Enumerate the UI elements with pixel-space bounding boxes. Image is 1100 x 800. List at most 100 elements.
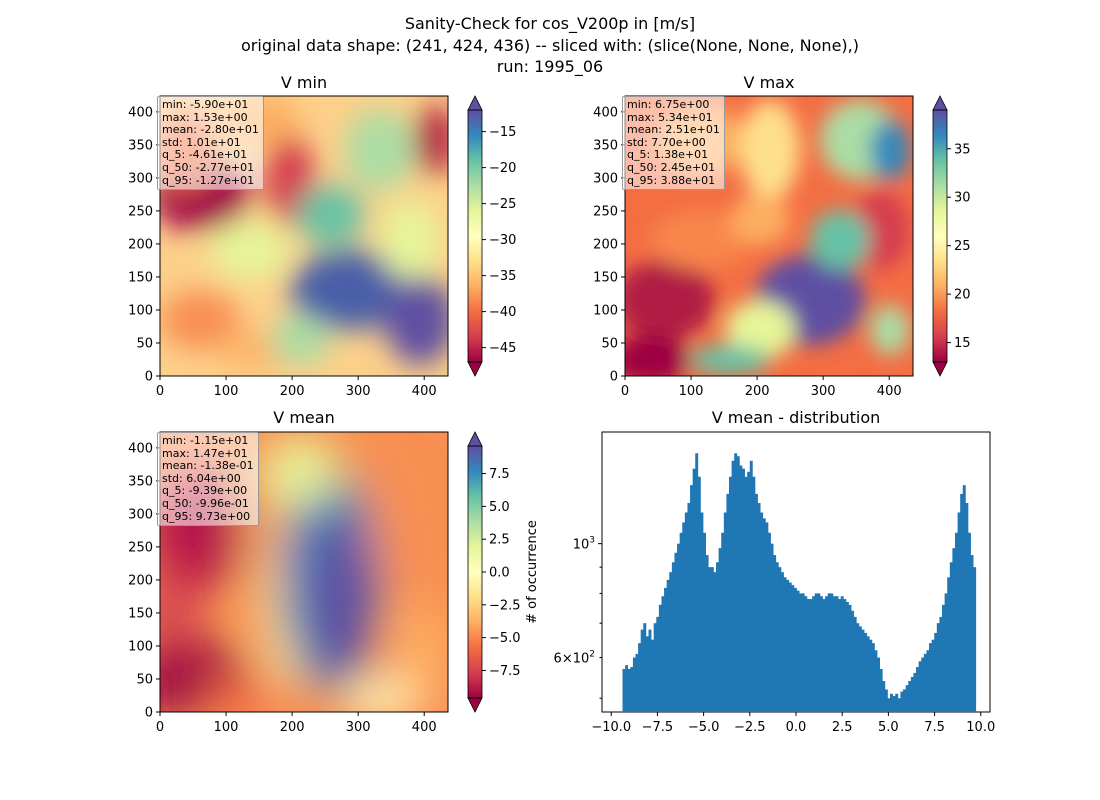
vmax-ytick-label: 50 — [601, 336, 618, 351]
histogram-bar — [713, 572, 717, 712]
histogram-bar — [661, 596, 665, 712]
histogram-bar — [770, 543, 774, 712]
histogram-bar — [884, 689, 888, 712]
histogram-bar — [666, 579, 670, 712]
histogram-bar — [700, 512, 704, 712]
vmax-xtick-label: 100 — [679, 384, 704, 399]
distribution-xtick-label: 0.0 — [786, 720, 807, 735]
vmean-stat-max: max: 1.47e+01 — [162, 446, 248, 460]
vmax-stat-max: max: 5.34e+01 — [627, 110, 713, 124]
vmax-stat-q50: q_50: 2.45e+01 — [627, 160, 716, 174]
histogram-bar — [830, 593, 834, 712]
vmax-axes-frame — [624, 95, 914, 377]
vmin-title: V min — [280, 73, 328, 92]
histogram-bar — [664, 587, 668, 712]
histogram-bar — [622, 668, 626, 712]
vmean-colorbar-tick-label: −7.5 — [489, 664, 521, 679]
vmean-ytick-label: 350 — [128, 474, 153, 489]
distribution-xtick-label: −7.5 — [642, 720, 674, 735]
vmax-xtick-label: 0 — [621, 384, 629, 399]
histogram-bar — [923, 653, 927, 712]
histogram-bar — [929, 643, 932, 712]
histogram-bar — [669, 572, 673, 712]
histogram-bar — [744, 476, 748, 712]
vmean-ytick-label: 250 — [128, 540, 153, 555]
vmean-title: V mean — [273, 408, 335, 427]
vmean-stat-q95: q_95: 9.73e+00 — [162, 509, 251, 523]
vmax-colorbar-tick-label: 30 — [954, 191, 971, 206]
vmin-colorbar-tick-label: −40 — [489, 305, 516, 320]
vmax-ytick-label: 0 — [610, 370, 618, 385]
histogram-bar — [783, 577, 787, 712]
vmax-colorbar — [932, 95, 948, 377]
histogram-bar — [877, 657, 881, 712]
histogram-bar — [931, 639, 935, 712]
histogram-bar — [645, 636, 649, 712]
vmean-ytick-label: 50 — [136, 672, 153, 687]
vmin-colorbar-tick-label: −45 — [489, 341, 516, 356]
histogram-bar — [687, 503, 691, 712]
histogram-bar — [804, 596, 808, 712]
histogram-bar — [793, 587, 797, 712]
vmin-colorbar-tick-label: −25 — [489, 197, 516, 212]
histogram-bar — [967, 532, 971, 712]
vmin-ytick-label: 100 — [128, 303, 153, 318]
histogram-bar — [853, 616, 857, 712]
histogram-bar — [705, 555, 709, 712]
histogram-bar — [731, 460, 735, 712]
vmean-colorbar-tick-label: −5.0 — [489, 631, 521, 646]
histogram-bar — [741, 468, 745, 712]
histogram-bar — [926, 650, 930, 712]
histogram-bar — [892, 695, 896, 712]
histogram-bar — [973, 567, 977, 712]
vmin-colorbar-tick-label: −15 — [489, 125, 516, 140]
histogram-bar — [939, 616, 943, 712]
vmean-stats-box: min: -1.15e+01 max: 1.47e+01 mean: -1.38… — [157, 432, 259, 527]
vmean-stat-mean: mean: -1.38e-01 — [162, 459, 254, 473]
histogram-bar — [861, 629, 865, 712]
distribution-xtick-label: 2.5 — [832, 720, 853, 735]
histogram-bar — [908, 681, 912, 712]
histogram-bar — [786, 579, 790, 712]
histogram-bar — [736, 456, 740, 712]
vmin-ytick-label: 0 — [145, 370, 153, 385]
vmin-ytick-label: 250 — [128, 204, 153, 219]
histogram-bar — [638, 643, 642, 712]
suptitle-line-2: original data shape: (241, 424, 436) -- … — [241, 36, 859, 55]
histogram-bar — [819, 596, 823, 712]
histogram-bar — [840, 596, 844, 712]
vmean-ytick-label: 200 — [128, 573, 153, 588]
histogram-bar — [635, 653, 639, 712]
histogram-bar — [879, 668, 883, 712]
histogram-bar — [814, 593, 818, 712]
histogram-bar — [788, 582, 792, 712]
vmax-ytick-label: 400 — [593, 105, 618, 120]
histogram-bar — [817, 593, 821, 712]
histogram-bar — [895, 693, 899, 712]
histogram-bar — [734, 453, 738, 712]
histogram-bar — [887, 698, 891, 712]
histogram-bar — [684, 512, 688, 712]
vmax-xtick-label: 200 — [745, 384, 770, 399]
histogram-bar — [827, 593, 831, 712]
histogram-bar — [765, 522, 769, 712]
histogram-bar — [954, 532, 958, 712]
vmin-ytick-label: 150 — [128, 270, 153, 285]
vmax-ytick-label: 300 — [593, 171, 618, 186]
histogram-bar — [952, 548, 956, 712]
histogram-bar — [900, 691, 904, 712]
histogram-bar — [752, 476, 756, 712]
vmin-stat-max: max: 1.53e+00 — [162, 110, 248, 124]
vmax-ytick-label: 250 — [593, 204, 618, 219]
histogram-bar — [716, 562, 719, 712]
vmin-ytick-label: 350 — [128, 138, 153, 153]
histogram-bar — [806, 599, 810, 712]
vmax-stats-box: min: 6.75e+00 max: 5.34e+01 mean: 2.51e+… — [622, 96, 725, 191]
vmax-colorbar-tick-label: 15 — [954, 336, 971, 351]
histogram-bar — [801, 593, 805, 712]
vmean-colorbar-tick-label: −2.5 — [489, 598, 521, 613]
vmin-xtick-label: 300 — [346, 384, 371, 399]
vmin-colorbar-tick-label: −30 — [489, 233, 516, 248]
vmax-colorbar-tick-label: 35 — [954, 142, 971, 157]
vmean-stat-q5: q_5: -9.39e+00 — [162, 484, 248, 498]
